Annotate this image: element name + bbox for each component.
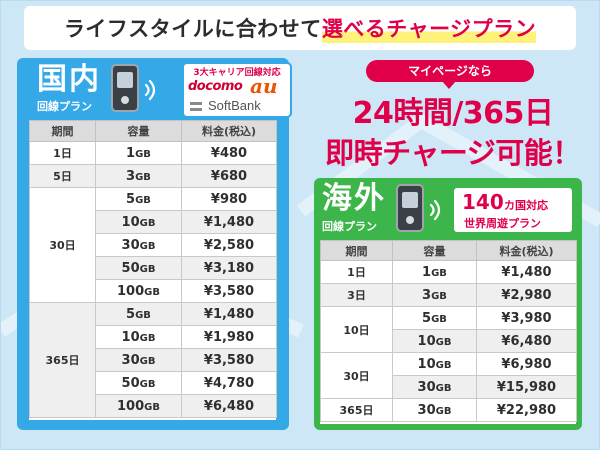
- table-row: 365日 5GB ¥1,480: [29, 302, 277, 418]
- price-cell: ¥980: [181, 187, 277, 211]
- period-cell: 1日: [320, 260, 393, 284]
- overseas-plan-panel: 海外 回線プラン 140 カ国対応 世界周遊プラン 期間 容量 料金(税込) 1…: [314, 178, 582, 430]
- price-cell: ¥15,980: [476, 375, 577, 399]
- overseas-title: 海外: [322, 181, 386, 216]
- capacity-cell: 100GB: [95, 279, 182, 303]
- capacity-cell: 10GB: [95, 325, 182, 349]
- softbank-mark-icon: [190, 102, 202, 111]
- mypage-badge-pointer: [442, 81, 456, 89]
- domestic-subtitle: 回線プラン: [37, 100, 92, 113]
- capacity-cell: 100GB: [95, 394, 182, 418]
- price-cell: ¥6,980: [476, 352, 577, 376]
- country-count: 140: [462, 190, 504, 214]
- capacity-cell: 1GB: [392, 260, 477, 284]
- period-cell: 365日: [29, 302, 96, 418]
- price-cell: ¥4,780: [181, 371, 277, 395]
- table-row: 3日 3GB ¥2,980: [320, 283, 577, 307]
- overseas-subtitle: 回線プラン: [322, 220, 377, 233]
- table-row: 30日 5GB ¥980: [29, 187, 277, 303]
- table-row: 1日 1GB ¥1,480: [320, 260, 577, 284]
- price-cell: ¥6,480: [476, 329, 577, 353]
- carrier-support-label: 3大キャリア回線対応: [193, 68, 281, 78]
- price-cell: ¥3,180: [181, 256, 277, 280]
- overseas-rate-table-container: 期間 容量 料金(税込) 1日 1GB ¥1,480 3日 3GB ¥2,980…: [320, 240, 577, 424]
- period-cell: 5日: [29, 164, 96, 188]
- period-cell: 1日: [29, 141, 96, 165]
- column-header-period: 期間: [320, 240, 393, 261]
- wifi-signal-icon: [429, 199, 441, 221]
- capacity-cell: 3GB: [392, 283, 477, 307]
- table-row: 30日 10GB ¥6,980: [320, 352, 577, 399]
- domestic-title: 国内: [37, 62, 101, 97]
- page-headline: ライフスタイルに合わせて 選べるチャージプラン: [24, 6, 576, 50]
- country-coverage-box: 140 カ国対応 世界周遊プラン: [452, 186, 574, 234]
- table-row: 365日 30GB ¥22,980: [320, 398, 577, 422]
- capacity-cell: 10GB: [392, 352, 477, 376]
- world-roaming-label: 世界周遊プラン: [464, 217, 541, 230]
- overseas-rate-table: 期間 容量 料金(税込) 1日 1GB ¥1,480 3日 3GB ¥2,980…: [320, 240, 577, 422]
- domestic-rate-table: 期間 容量 料金(税込) 1日 1GB ¥480 5日 3GB ¥680 30日: [29, 120, 277, 418]
- period-cell: 30日: [29, 187, 96, 303]
- price-cell: ¥3,980: [476, 306, 577, 330]
- capacity-cell: 30GB: [95, 233, 182, 257]
- capacity-cell: 5GB: [392, 306, 477, 330]
- capacity-cell: 1GB: [95, 141, 182, 165]
- capacity-cell: 50GB: [95, 371, 182, 395]
- capacity-cell: 5GB: [95, 302, 182, 326]
- instant-charge-text: 即時チャージ可能！: [325, 136, 581, 170]
- pocket-wifi-router-icon: [396, 184, 424, 232]
- capacity-cell: 10GB: [392, 329, 477, 353]
- period-cell: 10日: [320, 306, 393, 353]
- domestic-plan-panel: 国内 回線プラン 3大キャリア回線対応 docomo au SoftBank 期…: [17, 58, 292, 430]
- period-cell: 3日: [320, 283, 393, 307]
- carrier-logos-box: 3大キャリア回線対応 docomo au SoftBank: [182, 62, 292, 118]
- table-row: 10日 5GB ¥3,980: [320, 306, 577, 353]
- softbank-logo: SoftBank: [208, 98, 261, 113]
- price-cell: ¥1,480: [476, 260, 577, 284]
- table-row: 1日 1GB ¥480: [29, 141, 277, 165]
- availability-hours: 24時間/365日: [352, 96, 554, 131]
- wifi-signal-icon: [144, 79, 156, 101]
- table-row: 30GB ¥15,980: [320, 375, 577, 399]
- capacity-cell: 3GB: [95, 164, 182, 188]
- docomo-logo: docomo: [188, 79, 243, 94]
- column-header-capacity: 容量: [392, 240, 477, 261]
- price-cell: ¥3,580: [181, 348, 277, 372]
- column-header-price: 料金(税込): [476, 240, 577, 261]
- column-header-capacity: 容量: [95, 120, 182, 142]
- domestic-rate-table-container: 期間 容量 料金(税込) 1日 1GB ¥480 5日 3GB ¥680 30日: [29, 120, 277, 420]
- table-row: 50GB ¥3,180: [29, 256, 277, 280]
- headline-lead: ライフスタイルに合わせて: [63, 17, 322, 41]
- price-cell: ¥2,580: [181, 233, 277, 257]
- capacity-cell: 5GB: [95, 187, 182, 211]
- price-cell: ¥680: [181, 164, 277, 188]
- price-cell: ¥22,980: [476, 398, 577, 422]
- period-cell: 365日: [320, 398, 393, 422]
- capacity-cell: 30GB: [392, 398, 477, 422]
- price-cell: ¥1,480: [181, 302, 277, 326]
- column-header-price: 料金(税込): [181, 120, 277, 142]
- price-cell: ¥480: [181, 141, 277, 165]
- au-logo: au: [250, 74, 278, 98]
- pocket-wifi-router-icon: [111, 64, 139, 112]
- price-cell: ¥2,980: [476, 283, 577, 307]
- table-row: 5日 3GB ¥680: [29, 164, 277, 188]
- price-cell: ¥6,480: [181, 394, 277, 418]
- price-cell: ¥3,580: [181, 279, 277, 303]
- country-count-unit: カ国対応: [504, 199, 548, 212]
- price-cell: ¥1,480: [181, 210, 277, 234]
- capacity-cell: 50GB: [95, 256, 182, 280]
- period-cell: 30日: [320, 352, 393, 399]
- column-header-period: 期間: [29, 120, 96, 142]
- headline-emphasis: 選べるチャージプラン: [321, 13, 537, 43]
- price-cell: ¥1,980: [181, 325, 277, 349]
- capacity-cell: 30GB: [392, 375, 477, 399]
- capacity-cell: 10GB: [95, 210, 182, 234]
- mypage-badge: マイページなら: [366, 60, 534, 82]
- capacity-cell: 30GB: [95, 348, 182, 372]
